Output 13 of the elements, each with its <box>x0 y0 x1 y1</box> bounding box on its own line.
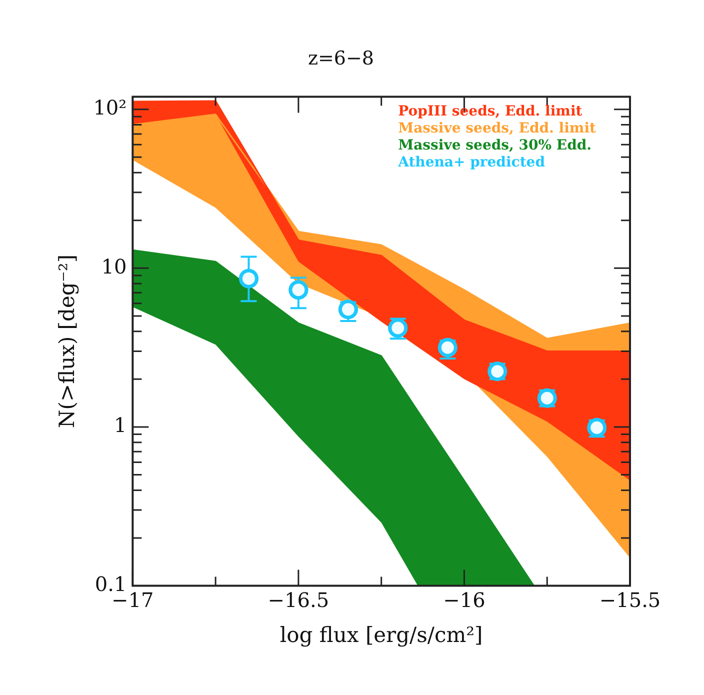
x-tick-label: −15.5 <box>599 588 661 612</box>
text: Massive seeds, Edd. limit <box>398 120 597 136</box>
y-axis-title: N(>flux) [deg⁻²] <box>55 254 80 428</box>
x-tick-label: −16.5 <box>268 588 330 612</box>
text: Massive seeds, 30% Edd. <box>398 137 592 154</box>
chart-title: z=6−8 <box>308 47 374 70</box>
y-tick-label: 10² <box>93 96 127 120</box>
x-tick-label: −16 <box>443 588 486 612</box>
y-tick-label: 1 <box>114 413 127 438</box>
text: Athena+ predicted <box>397 154 546 170</box>
text: PopIII seeds, Edd. limit <box>398 103 583 120</box>
y-tick-label: 10 <box>101 254 127 278</box>
x-axis-title: log flux [erg/s/cm²] <box>280 622 483 647</box>
